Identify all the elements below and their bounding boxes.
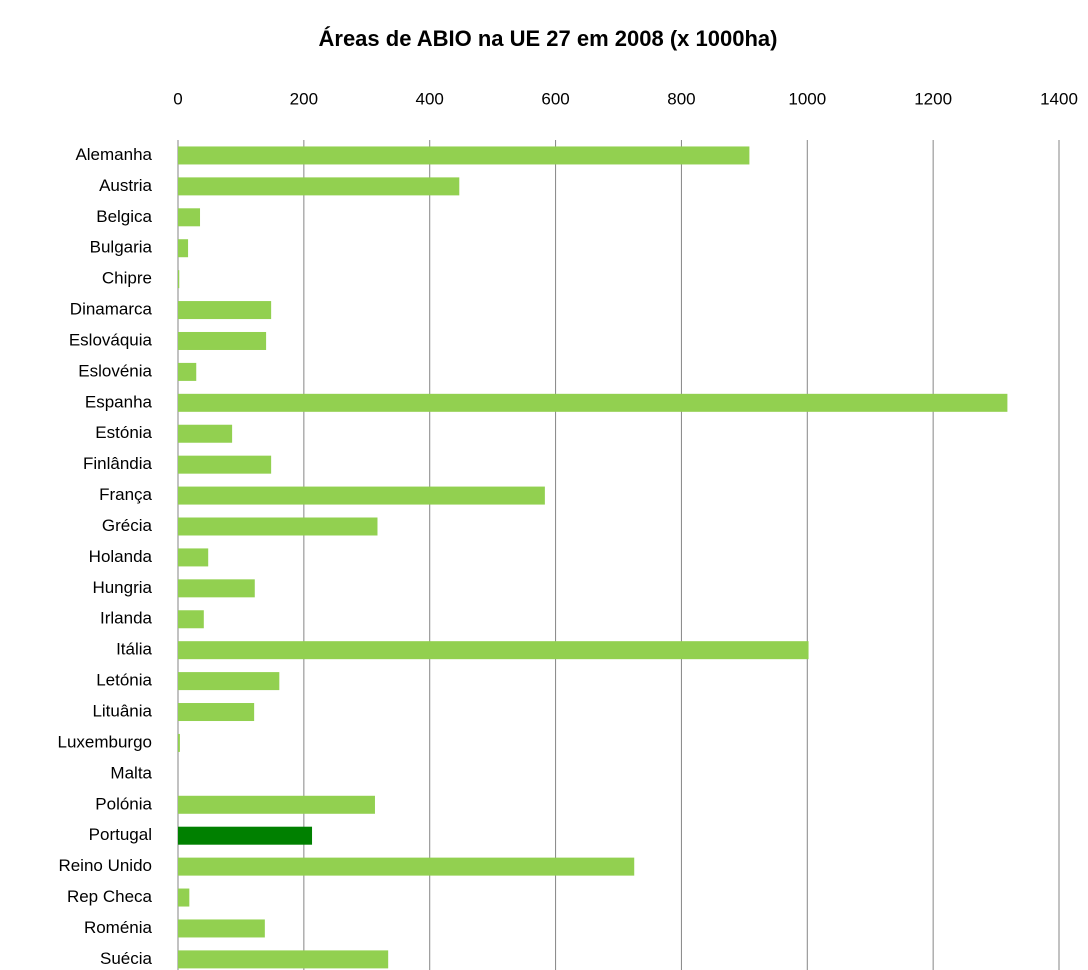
- y-tick-label: Austria: [99, 176, 152, 195]
- bar: [178, 950, 389, 969]
- bar: [178, 208, 201, 227]
- y-tick-label: Eslováquia: [69, 330, 153, 349]
- y-tick-label: Espanha: [85, 392, 153, 411]
- y-tick-label: Dinamarca: [70, 300, 153, 319]
- bar: [178, 270, 180, 289]
- y-tick-label: Luxemburgo: [57, 732, 152, 751]
- x-tick-label: 400: [416, 89, 444, 108]
- bar: [178, 331, 267, 350]
- y-tick-label: Chipre: [102, 269, 152, 288]
- bar: [178, 424, 233, 443]
- y-tick-label: Grécia: [102, 516, 153, 535]
- y-tick-label: Irlanda: [100, 609, 153, 628]
- bar: [178, 177, 460, 196]
- y-tick-label: Malta: [110, 763, 152, 782]
- bar: [178, 486, 545, 505]
- bar: [178, 641, 809, 660]
- y-tick-label: Roménia: [84, 918, 153, 937]
- bar: [178, 239, 189, 258]
- y-tick-label: Eslovénia: [78, 361, 152, 380]
- bar: [178, 703, 255, 722]
- y-tick-label: Holanda: [89, 547, 153, 566]
- y-tick-label: Bulgaria: [90, 238, 153, 257]
- y-tick-label: Hungria: [92, 578, 152, 597]
- x-tick-label: 800: [667, 89, 695, 108]
- y-tick-label: Portugal: [89, 825, 152, 844]
- y-tick-label: Belgica: [96, 207, 152, 226]
- y-tick-label: Lituânia: [92, 702, 152, 721]
- bar: [178, 919, 265, 938]
- x-tick-label: 1200: [914, 89, 952, 108]
- bar: [178, 301, 272, 320]
- bar: [178, 857, 635, 876]
- y-tick-label: Polónia: [95, 794, 152, 813]
- bar: [178, 733, 180, 752]
- bar: [178, 146, 750, 165]
- y-tick-label: Suécia: [100, 949, 153, 968]
- y-tick-label: Finlândia: [83, 454, 153, 473]
- x-tick-label: 1000: [788, 89, 826, 108]
- y-tick-label: Reino Unido: [58, 856, 152, 875]
- y-tick-label: Letónia: [96, 671, 152, 690]
- bar: [178, 517, 378, 536]
- y-tick-label: França: [99, 485, 152, 504]
- bar: [178, 826, 313, 845]
- bar: [178, 548, 209, 567]
- y-tick-label: Itália: [116, 640, 152, 659]
- bar: [178, 362, 197, 381]
- chart-title: Áreas de ABIO na UE 27 em 2008 (x 1000ha…: [319, 26, 778, 51]
- x-tick-label: 1400: [1040, 89, 1078, 108]
- bar: [178, 888, 190, 907]
- bar: [178, 579, 255, 598]
- y-tick-label: Estónia: [95, 423, 152, 442]
- bar: [178, 672, 280, 691]
- y-tick-label: Rep Checa: [67, 887, 153, 906]
- bar: [178, 795, 375, 814]
- bar: [178, 455, 272, 474]
- bar: [178, 610, 204, 629]
- x-tick-label: 200: [290, 89, 318, 108]
- x-tick-label: 0: [173, 89, 182, 108]
- y-tick-label: Alemanha: [75, 145, 152, 164]
- x-tick-label: 600: [541, 89, 569, 108]
- bar: [178, 393, 1008, 412]
